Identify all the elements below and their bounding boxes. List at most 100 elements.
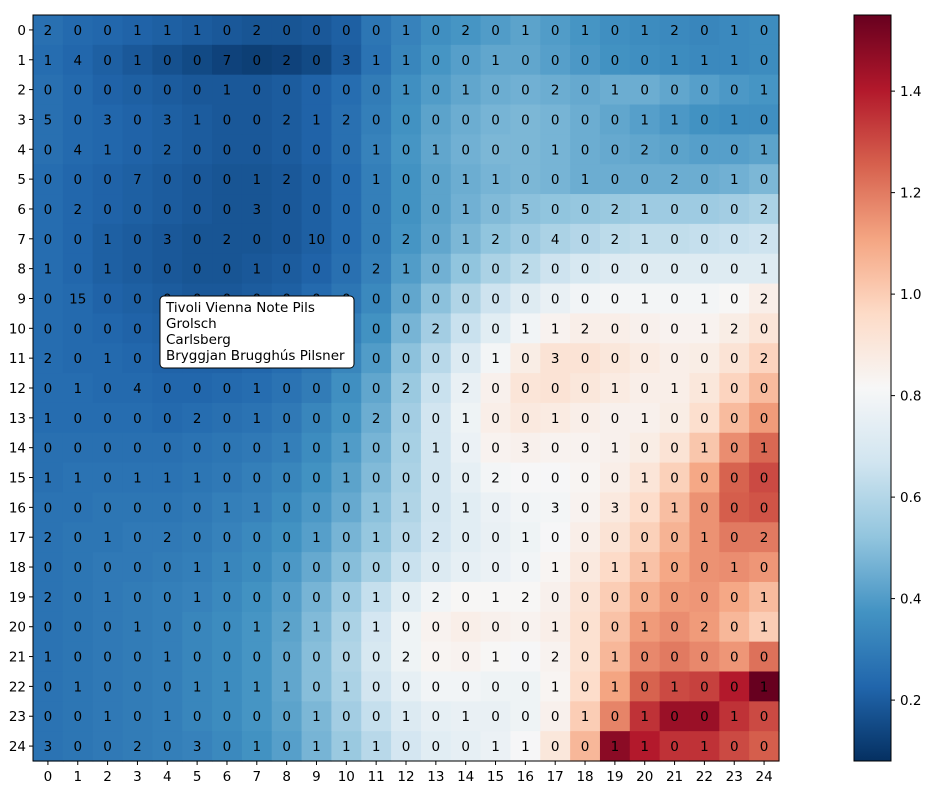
heatmap-cell-6-7 [241,194,273,225]
cell-label-14-20: 0 [640,441,649,457]
heatmap-cell-8-10 [331,253,362,285]
heatmap-cell-19-12 [391,581,422,613]
heatmap-cell-23-16 [510,701,541,732]
cell-label-23-5: 0 [193,709,202,725]
heatmap-cell-24-11 [361,731,392,762]
heatmap-cell-19-22 [689,581,720,613]
cell-label-22-4: 0 [163,679,172,695]
heatmap-cell-18-16 [510,552,541,583]
cell-label-12-1: 1 [73,381,82,397]
heatmap-cell-23-15 [480,701,512,732]
cell-label-1-3: 1 [133,53,142,69]
cell-label-21-18: 0 [581,650,590,666]
cell-label-17-20: 0 [640,530,649,546]
cell-label-14-22: 1 [700,441,709,457]
cell-label-21-20: 0 [640,650,649,666]
cell-label-5-12: 0 [402,172,411,188]
cell-label-15-17: 0 [551,471,560,487]
y-tick-label-21: 21 [9,650,26,666]
cell-label-13-24: 0 [760,411,769,427]
heatmap-cell-10-20 [629,313,661,344]
heatmap-cell-15-3 [122,462,153,494]
heatmap-cell-8-24 [749,253,780,285]
heatmap-cell-5-23 [719,164,750,195]
heatmap-cell-22-7 [241,671,273,702]
heatmap-cell-3-7 [241,104,273,135]
cell-label-13-13: 0 [432,411,441,427]
cell-label-1-7: 0 [253,53,262,69]
cell-label-1-24: 0 [760,53,769,69]
cell-label-19-9: 0 [312,590,321,606]
cell-label-5-22: 0 [700,172,709,188]
cell-label-13-8: 0 [282,411,291,427]
legend: Tivoli Vienna Note Pils Grolsch Carlsber… [159,295,355,369]
cell-label-2-13: 0 [432,83,441,99]
heatmap-cell-11-0 [33,343,64,374]
heatmap-cell-21-22 [689,641,720,673]
y-tick-label-20: 20 [9,620,26,636]
cell-label-5-19: 0 [611,172,620,188]
cell-label-0-2: 0 [103,23,112,39]
heatmap-cell-11-12 [391,343,422,374]
cell-label-17-7: 0 [253,530,262,546]
cell-label-8-12: 1 [402,262,411,278]
cell-label-6-1: 2 [73,202,82,218]
y-tick-label-2: 2 [17,83,26,99]
cell-label-20-11: 1 [372,620,381,636]
cell-label-5-0: 0 [44,172,53,188]
heatmap-cell-20-11 [361,611,392,643]
y-tick-label-1: 1 [17,53,26,69]
cell-label-18-8: 0 [282,560,291,576]
cell-label-3-24: 0 [760,112,769,128]
heatmap-cell-9-18 [570,283,601,314]
cell-label-10-12: 0 [402,321,411,337]
heatmap-cell-11-16 [510,343,541,374]
heatmap-cell-18-11 [361,552,392,583]
cell-label-9-24: 2 [760,291,769,307]
heatmap-cell-12-1 [62,373,94,404]
heatmap-cell-16-5 [182,492,213,523]
heatmap-cell-4-5 [182,134,213,165]
heatmap-cell-5-1 [62,164,94,195]
cell-label-7-11: 0 [372,232,381,248]
heatmap-cell-20-7 [241,611,273,643]
heatmap-cell-13-19 [599,402,631,434]
legend-entry-0: Tivoli Vienna Note Pils [165,300,315,316]
heatmap-cell-0-13 [420,15,452,46]
cell-label-1-15: 1 [491,53,500,69]
heatmap-cell-1-10 [331,44,362,76]
cell-label-19-8: 0 [282,590,291,606]
cell-label-22-21: 1 [670,679,679,695]
cell-label-9-11: 0 [372,291,381,307]
heatmap-cell-6-16 [510,194,541,225]
heatmap-cell-21-7 [241,641,273,673]
cell-label-7-10: 0 [342,232,351,248]
heatmap-cell-14-1 [62,432,94,464]
heatmap-cell-19-15 [480,581,512,613]
heatmap-cell-0-8 [271,15,303,46]
heatmap-cell-16-22 [689,492,720,523]
cell-label-13-2: 0 [103,411,112,427]
cell-label-21-7: 0 [253,650,262,666]
cell-label-0-21: 2 [670,23,679,39]
heatmap-cell-2-9 [301,74,332,106]
cell-label-1-2: 0 [103,53,112,69]
cell-label-13-20: 1 [640,411,649,427]
cell-label-12-0: 0 [44,381,53,397]
x-tick-label-21: 21 [666,769,683,785]
heatmap-cell-8-7 [241,253,273,285]
heatmap-cell-6-17 [540,194,571,225]
heatmap-cell-13-18 [570,402,601,434]
cell-label-14-0: 0 [44,441,53,457]
legend-entry-3: Bryggjan Brugghús Pilsner [166,348,345,364]
cell-label-4-0: 0 [44,142,53,158]
cell-label-8-23: 0 [730,262,739,278]
cell-label-22-23: 0 [730,679,739,695]
cell-label-9-15: 0 [491,291,500,307]
cell-label-7-3: 0 [133,232,142,248]
heatmap-cell-22-24 [749,671,780,702]
heatmap-cell-9-11 [361,283,392,314]
cell-label-0-9: 0 [312,23,321,39]
heatmap-cell-6-2 [92,194,124,225]
x-tick-label-2: 2 [103,769,112,785]
